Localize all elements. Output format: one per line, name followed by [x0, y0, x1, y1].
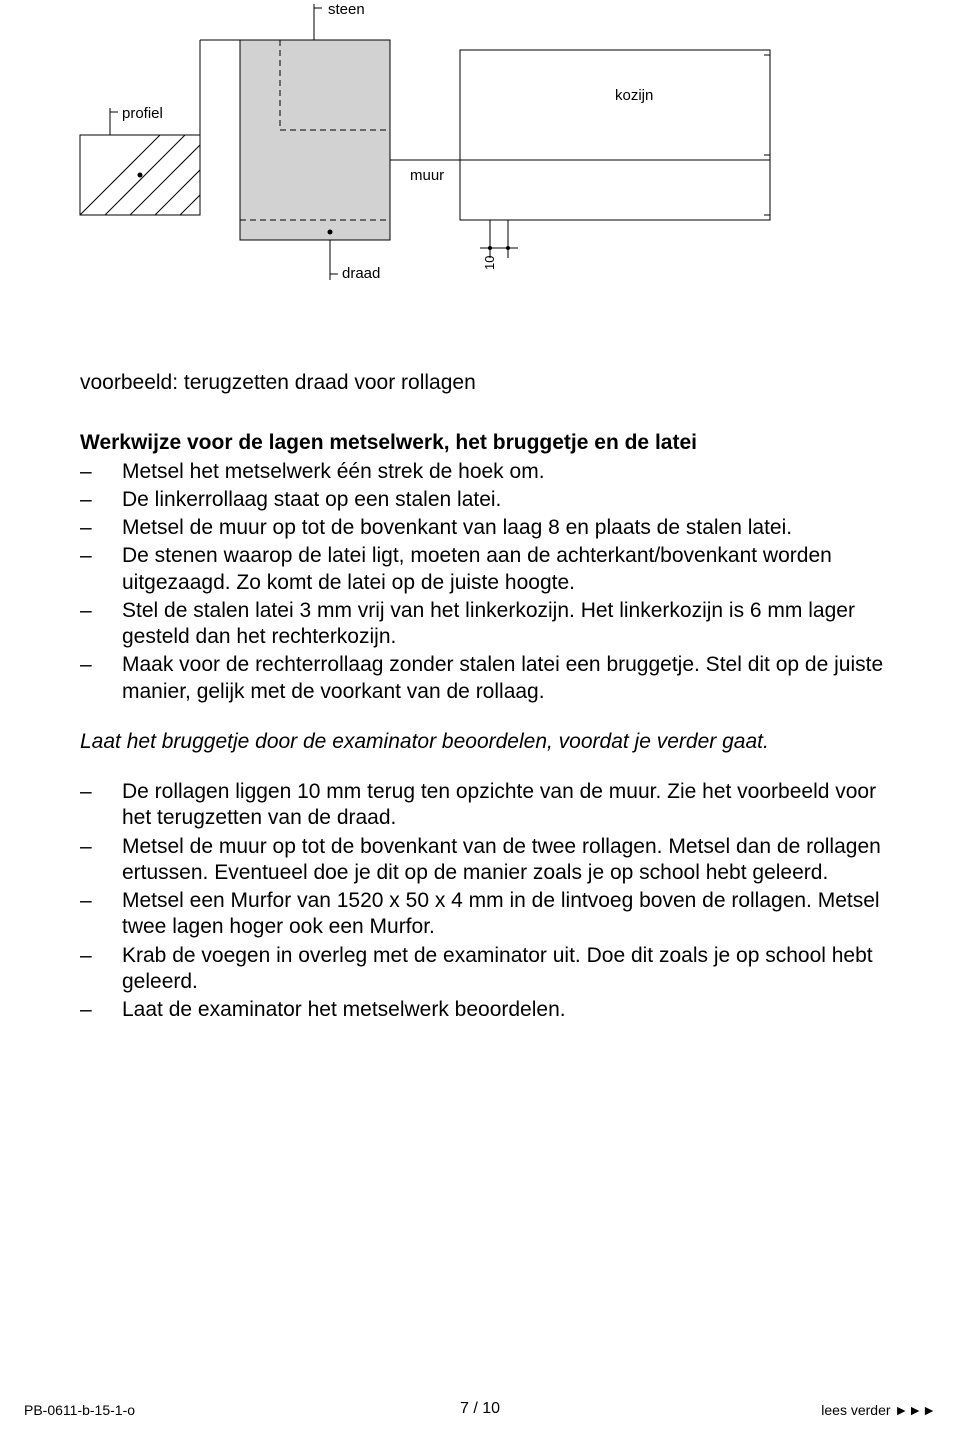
footer-page-number: 7 / 10: [460, 1400, 500, 1418]
section-heading: Werkwijze voor de lagen metselwerk, het …: [80, 430, 890, 456]
page: steen: [0, 0, 960, 1430]
muur-block: [240, 40, 390, 240]
list-item: Metsel een Murfor van 1520 x 50 x 4 mm i…: [80, 888, 890, 941]
dim-10: 10: [480, 220, 518, 270]
list-item: Metsel de muur op tot de bovenkant van d…: [80, 834, 890, 887]
list-item: Maak voor de rechterrollaag zonder stale…: [80, 652, 890, 705]
diagram-caption: voorbeeld: terugzetten draad voor rollag…: [80, 370, 890, 396]
page-footer: PB-0611-b-15-1-o 7 / 10 lees verder ►►►: [0, 1394, 960, 1418]
label-kozijn: kozijn: [615, 87, 653, 104]
list-item: Krab de voegen in overleg met de examina…: [80, 943, 890, 996]
label-steen: steen: [328, 1, 365, 18]
label-draad: draad: [342, 265, 380, 282]
procedure-list-2: De rollagen liggen 10 mm terug ten opzic…: [80, 779, 890, 1023]
list-item: Laat de examinator het metselwerk beoord…: [80, 997, 890, 1023]
diagram: steen: [40, 0, 800, 310]
italic-instruction: Laat het bruggetje door de examinator be…: [80, 729, 890, 755]
list-item: De stenen waarop de latei ligt, moeten a…: [80, 543, 890, 596]
diagram-svg: steen: [40, 0, 800, 310]
list-item: De rollagen liggen 10 mm terug ten opzic…: [80, 779, 890, 832]
body-text: voorbeeld: terugzetten draad voor rollag…: [80, 370, 890, 1047]
label-muur: muur: [410, 167, 444, 184]
list-item: Metsel de muur op tot de bovenkant van l…: [80, 515, 890, 541]
procedure-list-1: Metsel het metselwerk één strek de hoek …: [80, 459, 890, 705]
label-profiel: profiel: [122, 105, 163, 122]
list-item: Metsel het metselwerk één strek de hoek …: [80, 459, 890, 485]
label-dim10: 10: [482, 256, 497, 270]
list-item: Stel de stalen latei 3 mm vrij van het l…: [80, 598, 890, 651]
kozijn-block: [460, 50, 770, 220]
footer-doc-id: PB-0611-b-15-1-o: [24, 1402, 135, 1418]
footer-continue: lees verder ►►►: [821, 1402, 936, 1418]
list-item: De linkerrollaag staat op een stalen lat…: [80, 487, 890, 513]
